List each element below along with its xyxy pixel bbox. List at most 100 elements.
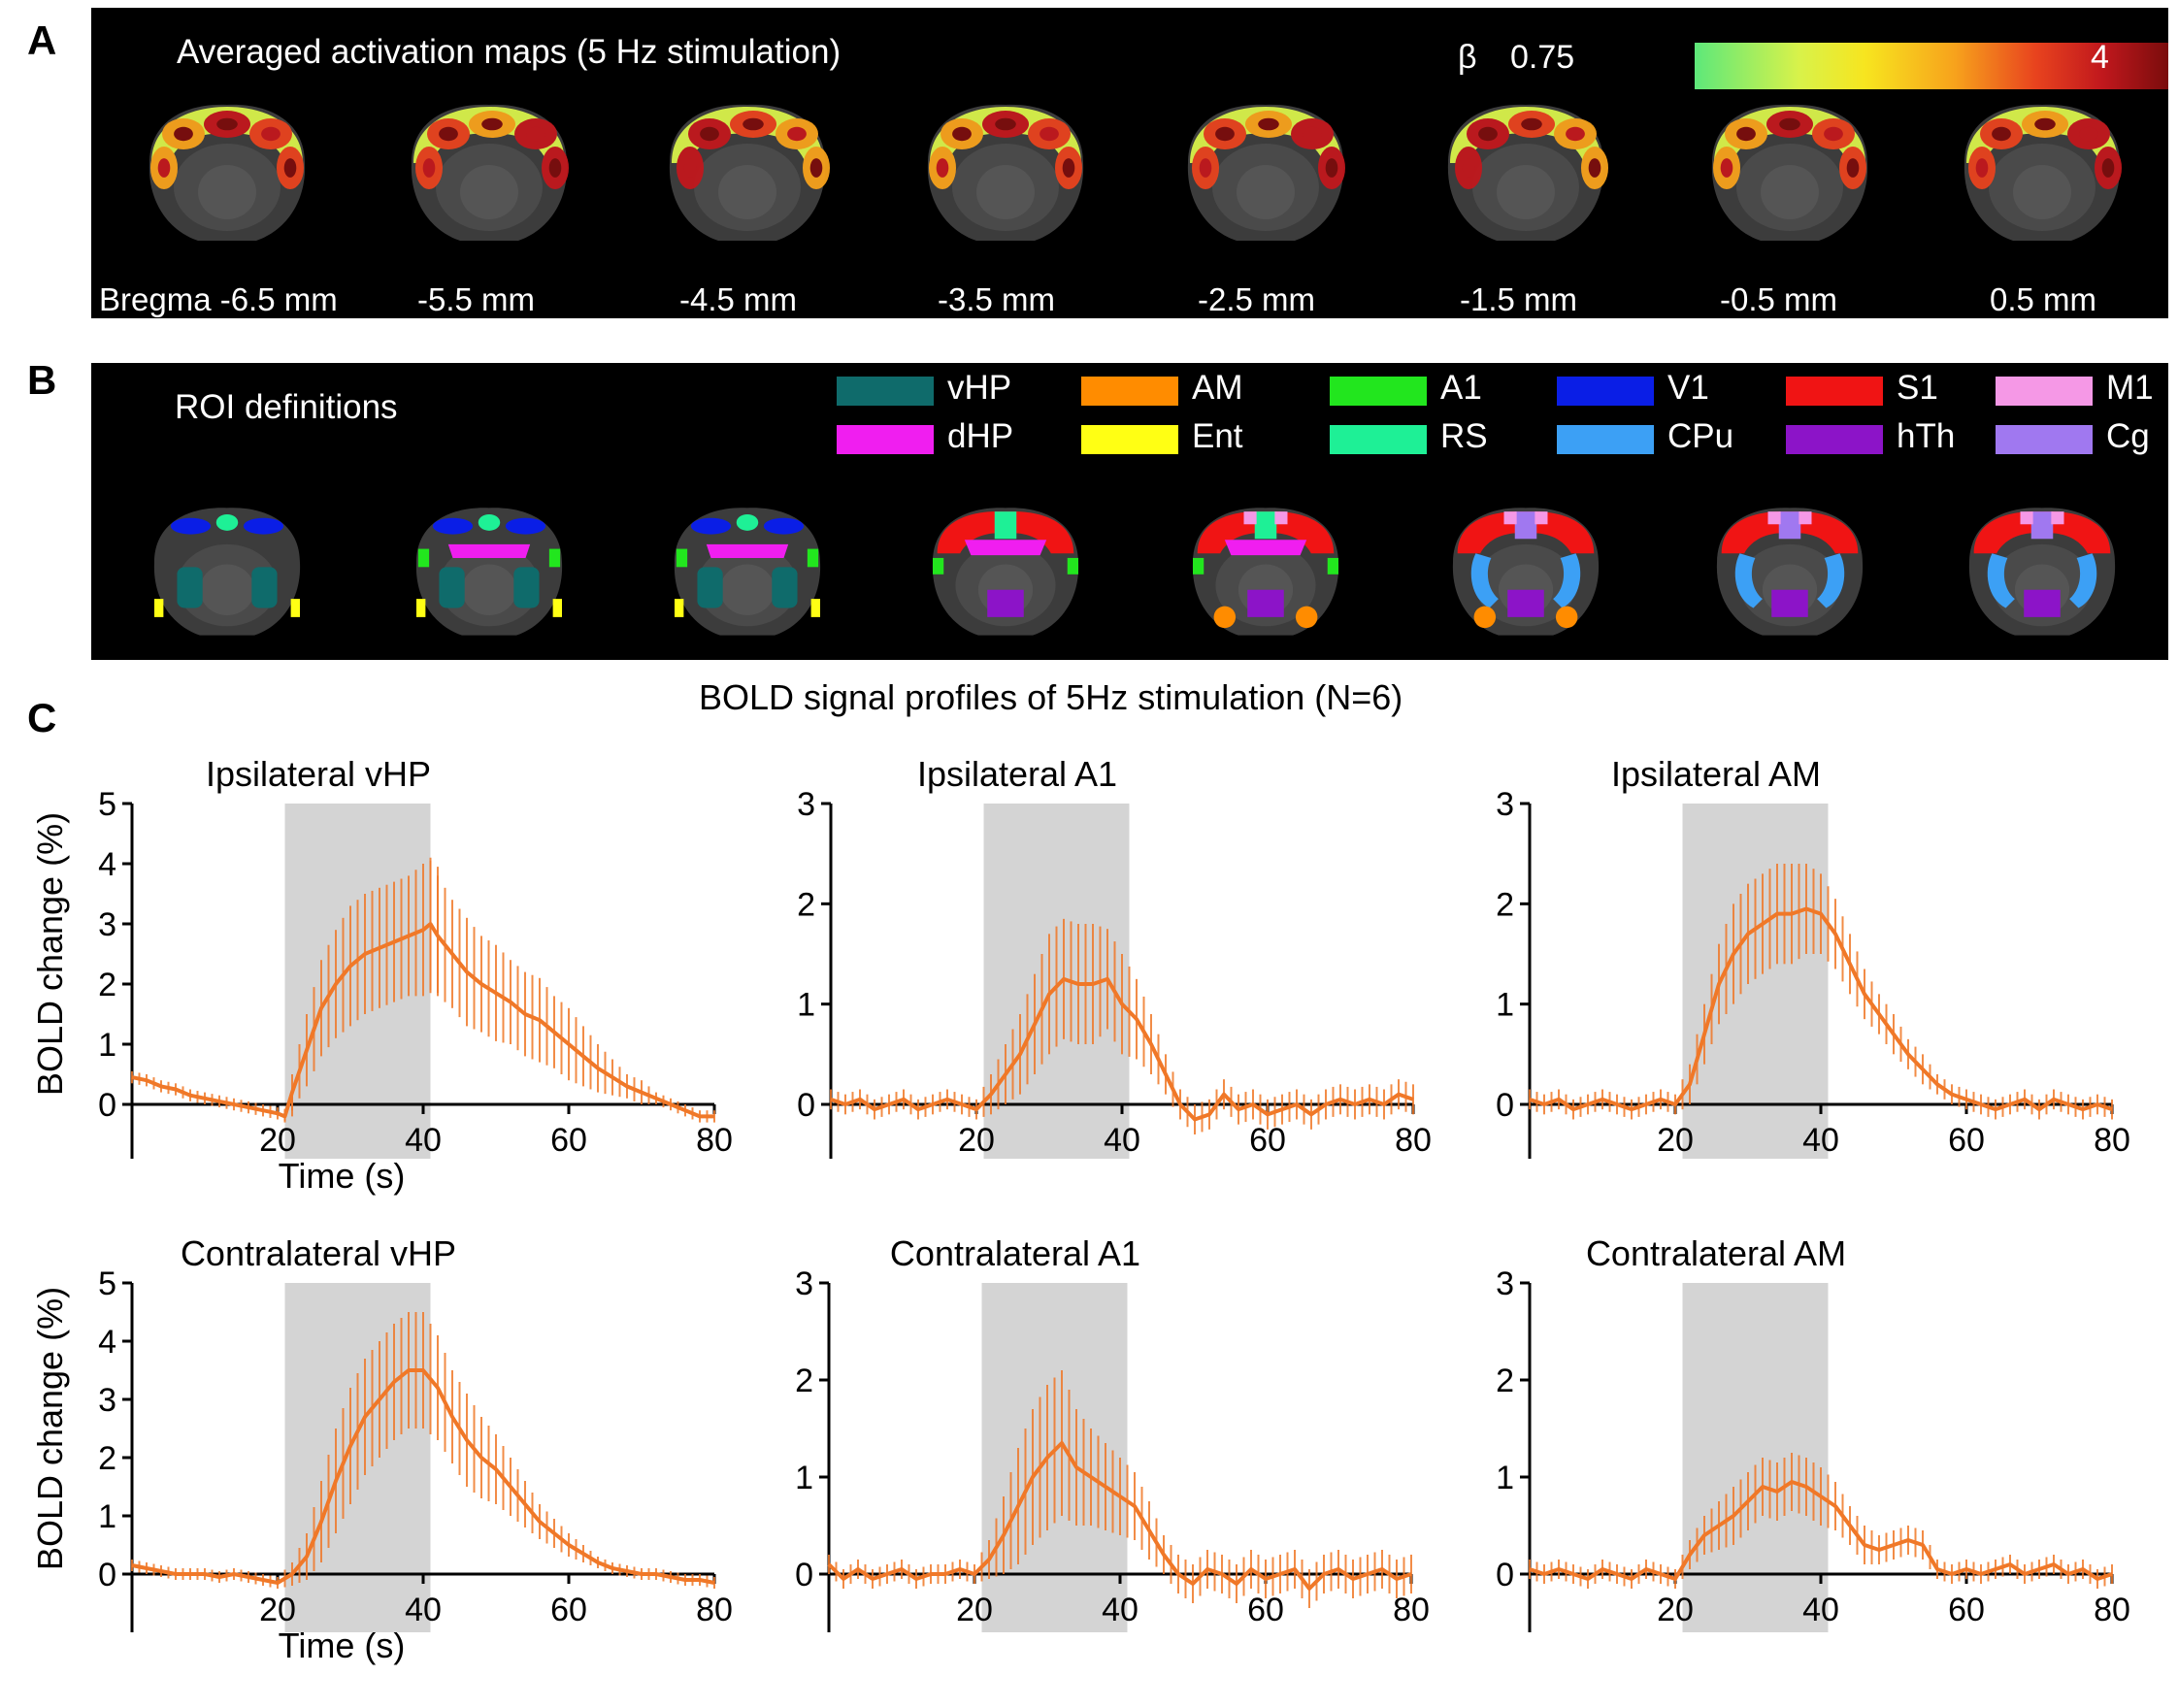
y-tick-label: 5 [98,786,116,823]
stimulation-period [1682,804,1829,1159]
y-tick-label: 0 [1496,1087,1514,1124]
activation-slice [927,104,1084,242]
slice-label: -3.5 mm [938,281,1056,317]
x-tick-label: 20 [259,1122,296,1159]
y-tick-label: 2 [797,886,815,923]
x-tick-label: 20 [1657,1122,1694,1159]
slice-label: -2.5 mm [1198,281,1316,317]
y-tick-label: 0 [98,1557,116,1593]
x-tick-label: 80 [696,1122,733,1159]
chart-title: Ipsilateral vHP [206,754,431,794]
y-tick-label: 1 [98,1027,116,1064]
x-tick-label: 20 [259,1592,296,1628]
x-tick-label: 80 [2094,1592,2130,1628]
y-tick-label: 3 [98,1382,116,1419]
activation-maps-title: Averaged activation maps (5 Hz stimulati… [177,33,842,71]
x-tick-label: 20 [1657,1592,1694,1628]
legend-swatch [1996,425,2093,454]
x-tick-label: 40 [1802,1122,1839,1159]
colorbar-min-label: 0.75 [1510,39,1575,76]
y-tick-label: 3 [1496,786,1514,823]
chart-ipsilateral-vhp: Ipsilateral vHP 0 1 2 3 4 5 20 40 60 80 Time (s) BOL… [30,754,733,1196]
activation-slice [1964,104,2122,242]
activation-slice [411,104,569,242]
y-tick-label: 1 [797,987,815,1024]
legend-swatch [1557,377,1654,406]
legend-swatch [1786,377,1883,406]
y-tick-label: 3 [797,786,815,823]
x-tick-label: 40 [1104,1122,1140,1159]
legend-swatch [1081,425,1178,454]
y-tick-label: 1 [795,1460,813,1496]
roi-slice [1192,508,1339,636]
x-tick-label: 60 [550,1122,587,1159]
mean-bold-line [131,1368,715,1585]
mean-bold-line [830,976,1414,1122]
chart-title: Contralateral AM [1586,1233,1846,1273]
x-tick-label: 20 [958,1122,995,1159]
x-tick-label: 40 [1802,1592,1839,1628]
slice-label: 0.5 mm [1990,281,2097,317]
legend-swatch [837,425,934,454]
mean-bold-line [1529,906,2113,1112]
roi-slice [415,508,563,636]
panel-a-label: A [27,17,57,63]
roi-slice [153,508,301,636]
y-tick-label: 2 [795,1363,813,1399]
roi-slice [1716,508,1864,636]
y-axis-label: BOLD change (%) [30,812,70,1096]
beta-colorbar [1695,43,2168,89]
y-axis-label: BOLD change (%) [30,1287,70,1570]
y-tick-label: 3 [795,1265,813,1302]
activation-slice [1447,104,1608,242]
legend-swatch [1786,425,1883,454]
activation-slice [669,104,830,242]
x-tick-label: 80 [1395,1122,1432,1159]
mean-bold-line [827,1441,1412,1591]
y-tick-label: 3 [1496,1265,1514,1302]
mean-bold-line [131,922,714,1119]
mean-bold-line [1529,1480,2113,1581]
chart-contralateral-vhp: Contralateral vHP 0 1 2 3 4 5 20 40 60 80 Time (s) B… [30,1233,733,1665]
roi-title: ROI definitions [175,388,398,426]
x-tick-label: 40 [1102,1592,1138,1628]
slice-label: -4.5 mm [679,281,798,317]
chart-title: Contralateral A1 [890,1233,1140,1273]
roi-slice [932,508,1079,636]
roi-slice [674,508,821,636]
legend-swatch [837,377,934,406]
y-tick-label: 5 [98,1265,116,1302]
y-tick-label: 2 [1496,1363,1514,1399]
x-tick-label: 60 [550,1592,587,1628]
slice-label: -0.5 mm [1720,281,1838,317]
panel-b-label: B [27,357,57,403]
y-tick-label: 0 [797,1087,815,1124]
y-tick-label: 4 [98,1324,116,1361]
x-tick-label: 40 [405,1122,442,1159]
chart-contralateral-am: Contralateral AM 0 1 2 3 20 40 60 80 [1496,1233,2130,1632]
y-tick-label: 2 [98,1440,116,1477]
x-tick-label: 80 [2094,1122,2130,1159]
y-tick-label: 0 [98,1087,116,1124]
y-tick-label: 3 [98,906,116,943]
y-tick-label: 1 [1496,1460,1514,1496]
y-tick-label: 0 [1496,1557,1514,1593]
x-tick-label: 80 [696,1592,733,1628]
x-tick-label: 40 [405,1592,442,1628]
x-tick-label: 20 [956,1592,993,1628]
legend-swatch [1330,425,1427,454]
x-tick-label: 80 [1393,1592,1430,1628]
legend-swatch [1557,425,1654,454]
panel-c-label: C [27,695,57,740]
chart-title: Ipsilateral AM [1611,754,1821,794]
y-tick-label: 2 [1496,886,1514,923]
y-tick-label: 4 [98,846,116,883]
slice-label: Bregma -6.5 mm [99,281,338,317]
activation-slice [1187,104,1345,242]
activation-maps-panel: Averaged activation maps (5 Hz stimulati… [91,8,2168,318]
y-tick-label: 0 [795,1557,813,1593]
roi-slice [1968,508,2116,636]
chart-title: Ipsilateral A1 [917,754,1117,794]
